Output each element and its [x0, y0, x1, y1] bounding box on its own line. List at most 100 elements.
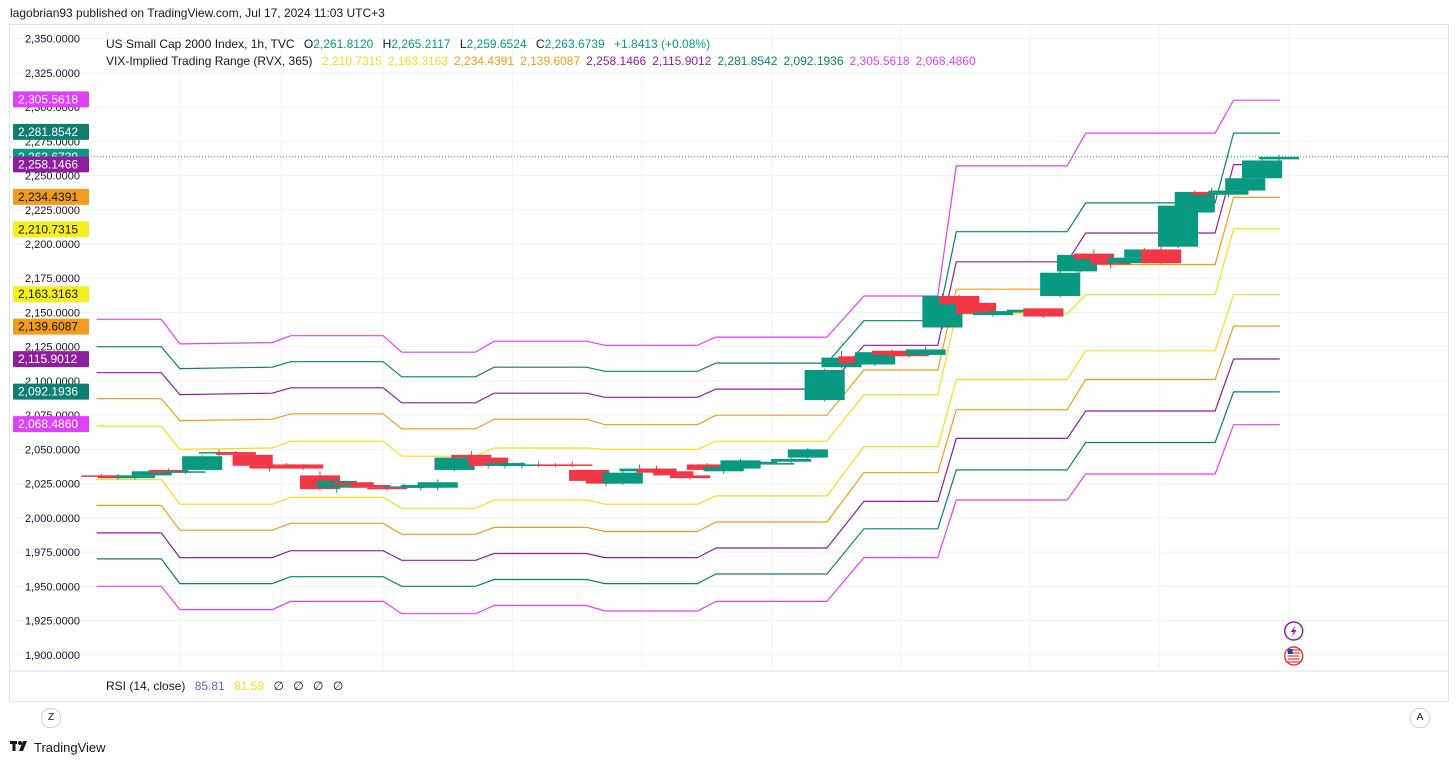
price-badge-bg	[13, 416, 89, 433]
brand-name: TradingView	[34, 740, 106, 755]
y-tick-label: 2,000.0000	[25, 513, 80, 525]
candle	[182, 454, 223, 470]
symbol-legend[interactable]: US Small Cap 2000 Index, 1h, TVC O2,261.…	[106, 37, 716, 51]
candle-body	[653, 471, 694, 476]
candle-body	[468, 457, 509, 466]
ohlc-close: C2,263.6739	[535, 37, 605, 51]
rsi-empty-1: ∅	[273, 679, 284, 693]
candle-body	[972, 312, 1013, 316]
price-badge-bg	[13, 383, 89, 400]
candle-body	[754, 463, 795, 465]
range-line-8	[96, 358, 1280, 561]
auto-scale-button[interactable]: A	[1410, 708, 1430, 728]
candle-body	[636, 468, 677, 473]
rsi-empty-3: ∅	[313, 679, 324, 693]
candle-body	[249, 465, 290, 469]
candle-body	[417, 482, 458, 488]
price-badge-label: 2,258.1466	[18, 157, 78, 171]
y-tick-label: 1,950.0000	[25, 581, 80, 593]
candle-body	[114, 475, 155, 479]
price-badge: 2,068.4860	[13, 416, 89, 433]
indicator-title[interactable]: VIX-Implied Trading Range (RVX, 365)	[106, 54, 313, 68]
candle-body	[1208, 190, 1249, 195]
zoom-button[interactable]: Z	[41, 708, 61, 728]
candle	[770, 457, 812, 464]
candle-body	[451, 454, 492, 458]
candle	[232, 454, 273, 468]
price-badge-bg	[13, 318, 89, 335]
candle-body	[350, 484, 391, 488]
candle-body	[804, 369, 845, 401]
indicator-value-2: 2,163.3163	[387, 54, 449, 68]
price-badge: 2,234.4391	[13, 188, 89, 205]
price-badge-bg	[13, 123, 89, 140]
candle-body	[552, 464, 593, 466]
y-tick-label: 2,175.0000	[25, 273, 80, 285]
price-badge-label: 2,281.8542	[18, 125, 78, 139]
candle-body	[1040, 272, 1081, 297]
candle-body	[1242, 160, 1283, 179]
candle	[1242, 157, 1283, 180]
price-chart[interactable]: 2,350.00002,325.00002,300.00002,275.0000…	[10, 25, 1448, 701]
price-badge-label: 2,068.4860	[18, 417, 78, 431]
indicator-value-5: 2,258.1466	[586, 54, 647, 68]
indicator-value-9: 2,305.5618	[849, 54, 910, 68]
rsi-empty-2: ∅	[293, 679, 304, 693]
price-badge-label: 2,163.3163	[18, 287, 78, 301]
price-badge-bg	[13, 221, 89, 238]
price-badge-label: 2,305.5618	[18, 92, 78, 106]
candle-body	[602, 472, 643, 484]
ohlc-change: +1.8413 (+0.08%)	[614, 37, 711, 51]
chart-frame[interactable]: 2,350.0000 2,325.0000 2,300.0000 2,275.0000…	[9, 24, 1449, 728]
lightning-icon	[1283, 621, 1304, 641]
candle-body	[871, 350, 913, 355]
candle	[165, 469, 206, 475]
candle-body	[215, 452, 256, 455]
rsi-ma-value: 81.58	[234, 679, 265, 693]
rsi-title[interactable]: RSI (14, close)	[106, 679, 186, 693]
price-badge-label: 2,234.4391	[18, 190, 78, 204]
price-badge-bg	[13, 91, 89, 108]
indicator-value-3: 2,234.4391	[454, 54, 515, 68]
candle-body	[232, 454, 273, 466]
y-tick-label: 2,225.0000	[25, 205, 80, 217]
candle-body	[956, 302, 997, 314]
range-line-3	[96, 164, 1280, 404]
range-line-1	[96, 99, 1280, 353]
price-badge: 2,210.7315	[13, 221, 89, 238]
price-badge-label: 2,115.9012	[18, 352, 77, 366]
candle-body	[989, 311, 1030, 313]
ohlc-high: H2,265.2117	[382, 37, 451, 51]
candle-body	[1174, 191, 1215, 213]
range-line-5	[96, 228, 1280, 457]
indicator-value-1: 2,210.7315	[321, 54, 382, 68]
symbol-title[interactable]: US Small Cap 2000 Index, 1h, TVC	[106, 37, 295, 51]
tradingview-logo-icon	[10, 740, 30, 755]
indicator-value-10: 2,068.4860	[915, 54, 976, 68]
us-flag-icon	[1283, 646, 1304, 666]
candle	[1040, 270, 1081, 298]
price-badge-label: 2,139.6087	[18, 320, 78, 334]
y-tick-label: 1,900.0000	[25, 650, 80, 662]
candle-body	[1258, 156, 1299, 160]
price-badge: 2,092.1936	[13, 383, 89, 400]
candle	[417, 479, 458, 491]
indicator-value-4: 2,139.6087	[520, 54, 581, 68]
candle	[1225, 176, 1266, 192]
indicator-legend[interactable]: VIX-Implied Trading Range (RVX, 365) 2,2…	[106, 54, 982, 68]
indicator-value-8: 2,092.1936	[783, 54, 844, 68]
price-badge-bg	[13, 188, 89, 205]
rsi-value: 85.81	[194, 679, 225, 693]
candle-body	[367, 487, 408, 490]
indicator-value-6: 2,115.9012	[652, 54, 712, 68]
rsi-legend[interactable]: RSI (14, close) 85.81 81.58 ∅ ∅ ∅ ∅	[106, 679, 349, 693]
candle-body	[333, 482, 374, 485]
candle-body	[1225, 178, 1266, 191]
candle	[804, 368, 845, 402]
candle	[468, 456, 509, 469]
y-tick-label: 2,150.0000	[25, 307, 80, 319]
price-badge: 2,139.6087	[13, 318, 89, 335]
tradingview-brand[interactable]: TradingView	[10, 740, 106, 755]
y-tick-label: 2,200.0000	[25, 239, 80, 251]
candle	[1258, 154, 1299, 163]
